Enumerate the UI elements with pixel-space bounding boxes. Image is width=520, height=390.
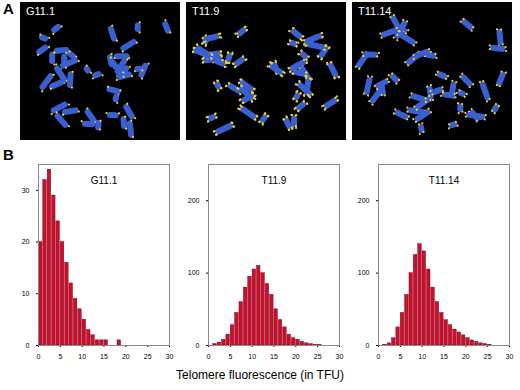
svg-text:30: 30: [506, 353, 514, 360]
svg-text:200: 200: [358, 197, 370, 204]
svg-text:G11.1: G11.1: [91, 175, 118, 186]
html-text:Telomere fluorescence (in TFU): Telomere fluorescence (in TFU): [176, 368, 344, 382]
svg-text:0: 0: [196, 342, 200, 349]
svg-text:15: 15: [100, 353, 108, 360]
svg-text:10: 10: [78, 353, 86, 360]
svg-text:20: 20: [292, 353, 300, 360]
svg-text:25: 25: [314, 353, 322, 360]
svg-text:10: 10: [22, 290, 30, 297]
svg-text:20: 20: [122, 353, 130, 360]
svg-text:15: 15: [440, 353, 448, 360]
svg-text:0: 0: [207, 353, 211, 360]
svg-text:G11.1: G11.1: [26, 5, 55, 17]
svg-text:T11.14: T11.14: [358, 5, 391, 17]
svg-text:T11.9: T11.9: [192, 5, 219, 17]
svg-text:5: 5: [58, 353, 62, 360]
html-text:A: A: [3, 0, 14, 17]
svg-text:0: 0: [37, 353, 41, 360]
html-text:B: B: [3, 146, 14, 163]
svg-text:100: 100: [358, 269, 370, 276]
svg-text:5: 5: [228, 353, 232, 360]
svg-text:T11.14: T11.14: [429, 175, 460, 186]
svg-text:10: 10: [418, 353, 426, 360]
svg-text:0: 0: [26, 342, 30, 349]
svg-text:20: 20: [22, 238, 30, 245]
svg-text:25: 25: [144, 353, 152, 360]
svg-text:25: 25: [484, 353, 492, 360]
svg-text:30: 30: [336, 353, 344, 360]
svg-text:100: 100: [188, 269, 200, 276]
svg-text:0: 0: [366, 342, 370, 349]
svg-text:5: 5: [398, 353, 402, 360]
svg-text:30: 30: [166, 353, 174, 360]
svg-text:20: 20: [462, 353, 470, 360]
svg-text:0: 0: [377, 353, 381, 360]
svg-text:15: 15: [270, 353, 278, 360]
svg-text:T11.9: T11.9: [262, 175, 287, 186]
svg-text:200: 200: [188, 197, 200, 204]
svg-text:10: 10: [248, 353, 256, 360]
svg-text:30: 30: [22, 187, 30, 194]
